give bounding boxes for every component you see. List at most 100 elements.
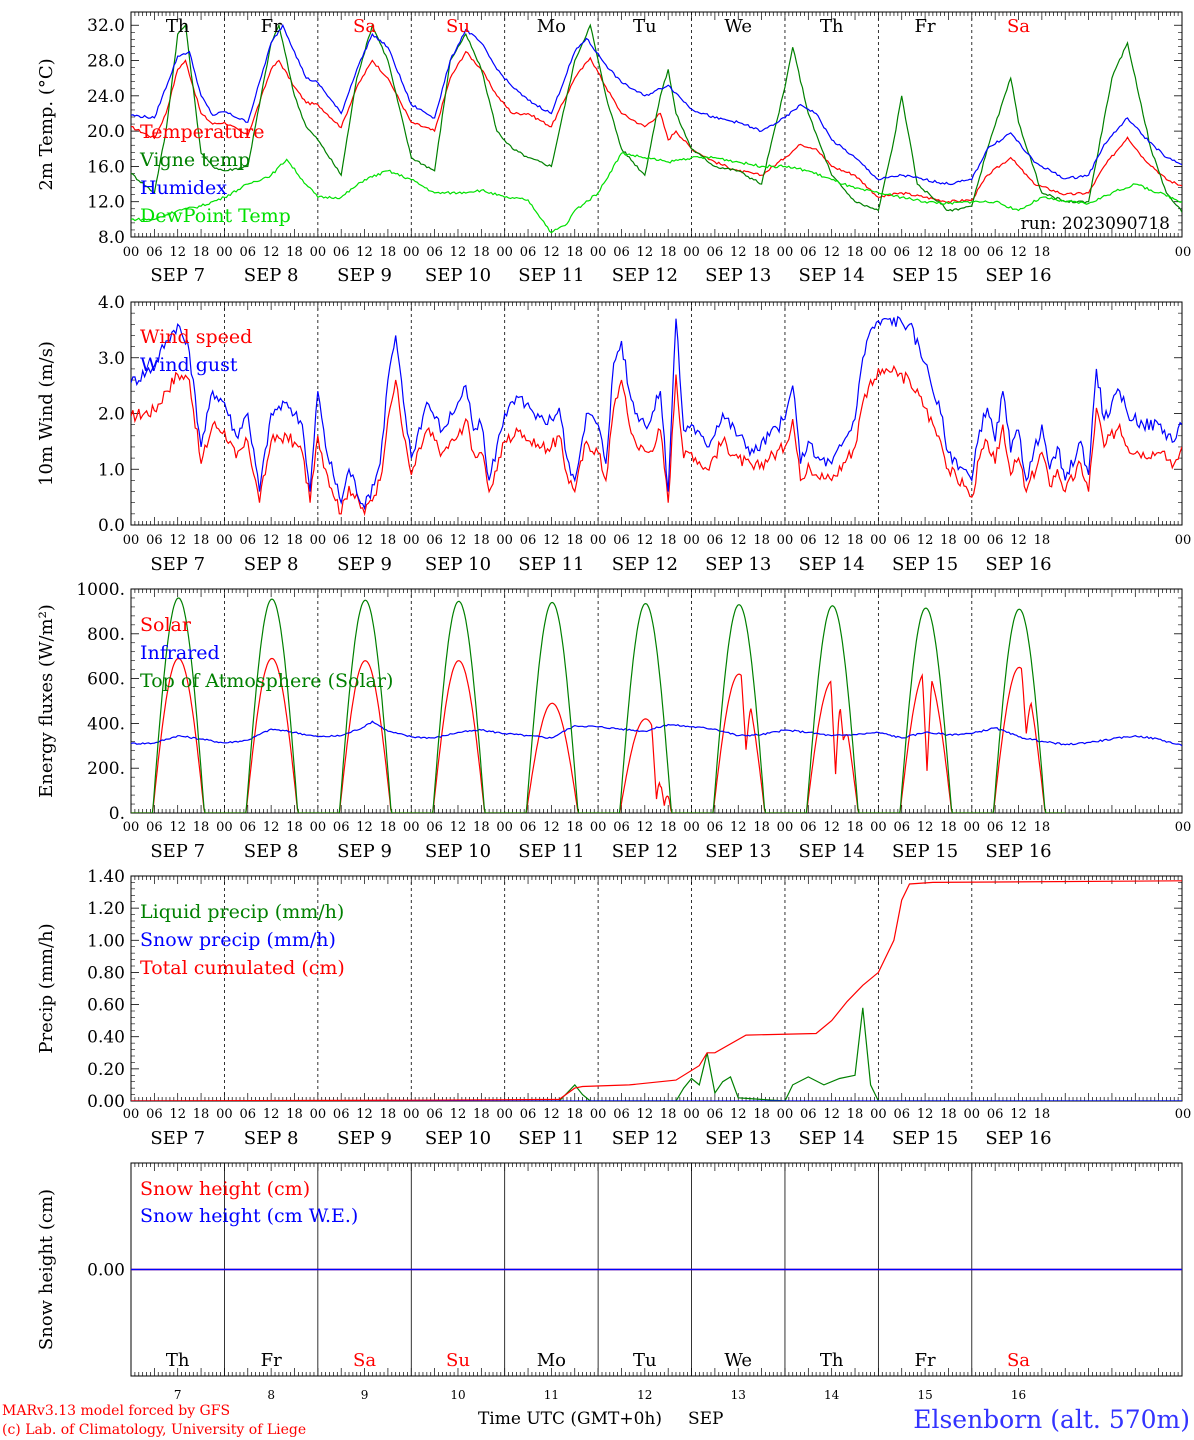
wind-hour-label: 00: [216, 533, 233, 548]
energy-y-tick-label: 0.: [109, 804, 125, 824]
precip-date-label: SEP 13: [705, 1128, 771, 1149]
wind-plot-area: [131, 315, 1182, 517]
precip-hour-label: 12: [823, 1107, 840, 1122]
energy-hour-label: 18: [847, 820, 864, 835]
wind-hour-label: 18: [1034, 533, 1051, 548]
precip-hour-label: 18: [286, 1107, 303, 1122]
energy-hour-label: 18: [940, 820, 957, 835]
temp-hour-label: 12: [356, 245, 373, 260]
credit-model: MARv3.13 model forced by GFS: [2, 1403, 230, 1419]
energy-hour-label: 18: [286, 820, 303, 835]
wind-legend-entry: Wind gust: [140, 354, 238, 376]
precip-hour-label: 00: [310, 1107, 327, 1122]
temp-hour-label: 06: [707, 245, 724, 260]
temp-hour-label: 00: [1175, 245, 1192, 260]
temp-hour-label: 12: [450, 245, 467, 260]
energy-hour-label: 00: [123, 820, 140, 835]
energy-y-tick-label: 800.: [87, 625, 125, 645]
temp-hour-label: 12: [169, 245, 186, 260]
precip-hour-label: 12: [263, 1107, 280, 1122]
temp-series-humidex-line: [131, 23, 1182, 186]
wind-hour-label: 06: [333, 533, 350, 548]
precip-y-axis-label: Precip (mm/h): [36, 923, 57, 1053]
energy-hour-label: 06: [613, 820, 630, 835]
precip-hour-label: 06: [240, 1107, 257, 1122]
wind-hour-label: 12: [823, 533, 840, 548]
wind-hour-label: 18: [193, 533, 210, 548]
precip-panel: 0.00 0.20 0.40 0.60 0.80 1.00 1.20 1.40 Precip (…: [36, 867, 1191, 1149]
snow-day-number: 12: [637, 1388, 652, 1402]
precip-hour-label: 18: [847, 1107, 864, 1122]
temp-weekday-label: Tu: [633, 16, 657, 37]
precip-hour-label: 06: [333, 1107, 350, 1122]
x-axis-title: Time UTC (GMT+0h): [478, 1409, 662, 1429]
wind-hour-label: 12: [543, 533, 560, 548]
temp-weekday-label: Fr: [915, 16, 936, 37]
temp-y-tick-label: 24.0: [87, 87, 125, 107]
energy-legend-entry: Top of Atmosphere (Solar): [140, 670, 393, 692]
wind-hour-label: 06: [613, 533, 630, 548]
precip-hour-label: 06: [520, 1107, 537, 1122]
precip-hour-label: 18: [753, 1107, 770, 1122]
temp-hour-label: 12: [917, 245, 934, 260]
temp-hour-label: 00: [964, 245, 981, 260]
precip-series-liquid-precip-mm-h-line: [131, 1007, 1182, 1101]
precip-y-tick-label: 0.20: [87, 1060, 125, 1080]
temp-hour-label: 00: [216, 245, 233, 260]
wind-hour-label: 12: [450, 533, 467, 548]
wind-hour-label: 00: [123, 533, 140, 548]
energy-hour-label: 12: [263, 820, 280, 835]
energy-legend-entry: Solar: [140, 614, 192, 636]
temp-y-tick-label: 28.0: [87, 52, 125, 72]
temp-legend-entry: Temperature: [140, 121, 264, 143]
temp-hour-label: 18: [286, 245, 303, 260]
temp-date-label: SEP 12: [612, 265, 678, 286]
precip-hour-label: 12: [450, 1107, 467, 1122]
wind-hour-label: 12: [169, 533, 186, 548]
temp-legend-entry: Vigne temp: [139, 149, 250, 171]
temp-hour-label: 12: [637, 245, 654, 260]
wind-date-label: SEP 8: [244, 554, 299, 575]
energy-y-tick-label: 1000.: [76, 580, 125, 600]
temp-hour-label: 18: [1034, 245, 1051, 260]
precip-hour-label: 00: [216, 1107, 233, 1122]
temp-y-tick-label: 20.0: [87, 122, 125, 142]
energy-date-label: SEP 12: [612, 841, 678, 862]
wind-y-axis-label: 10m Wind (m/s): [36, 341, 57, 486]
precip-hour-label: 18: [566, 1107, 583, 1122]
energy-date-label: SEP 7: [150, 841, 205, 862]
temp-hour-label: 06: [426, 245, 443, 260]
precip-date-label: SEP 9: [337, 1128, 392, 1149]
energy-hour-label: 18: [380, 820, 397, 835]
snow-legend-entry: Snow height (cm W.E.): [140, 1205, 358, 1227]
energy-hour-label: 12: [543, 820, 560, 835]
temp-weekday-label: Th: [166, 16, 190, 37]
temp-date-label: SEP 9: [337, 265, 392, 286]
temp-frame: [130, 11, 1183, 238]
snow-weekday-label: We: [724, 1350, 752, 1371]
precip-hour-label: 06: [893, 1107, 910, 1122]
wind-date-label: SEP 11: [518, 554, 584, 575]
precip-y-tick-label: 0.00: [87, 1092, 125, 1112]
energy-hour-label: 18: [660, 820, 677, 835]
temp-plot-area: [131, 23, 1182, 234]
wind-hour-label: 18: [566, 533, 583, 548]
precip-hour-label: 12: [169, 1107, 186, 1122]
precip-series-total-cumulated-cm-line: [131, 880, 1182, 1101]
snow-day-number: 14: [824, 1388, 840, 1402]
wind-date-label: SEP 9: [337, 554, 392, 575]
temp-hour-label: 12: [1010, 245, 1027, 260]
wind-hour-label: 00: [310, 533, 327, 548]
temp-hour-label: 00: [123, 245, 140, 260]
temp-hour-label: 18: [566, 245, 583, 260]
energy-hour-label: 00: [590, 820, 607, 835]
wind-hour-label: 18: [660, 533, 677, 548]
temp-y-axis-label: 2m Temp. (°C): [36, 58, 57, 190]
precip-hour-label: 06: [987, 1107, 1004, 1122]
energy-hour-label: 06: [800, 820, 817, 835]
snow-weekday-label: Th: [820, 1350, 844, 1371]
energy-hour-label: 00: [1175, 820, 1192, 835]
wind-panel: 0.0 1.0 2.0 3.0 4.0 10m Wind (m/s) 00 06 12 18 SEP…: [36, 293, 1191, 575]
temp-weekday-label: Fr: [261, 16, 282, 37]
